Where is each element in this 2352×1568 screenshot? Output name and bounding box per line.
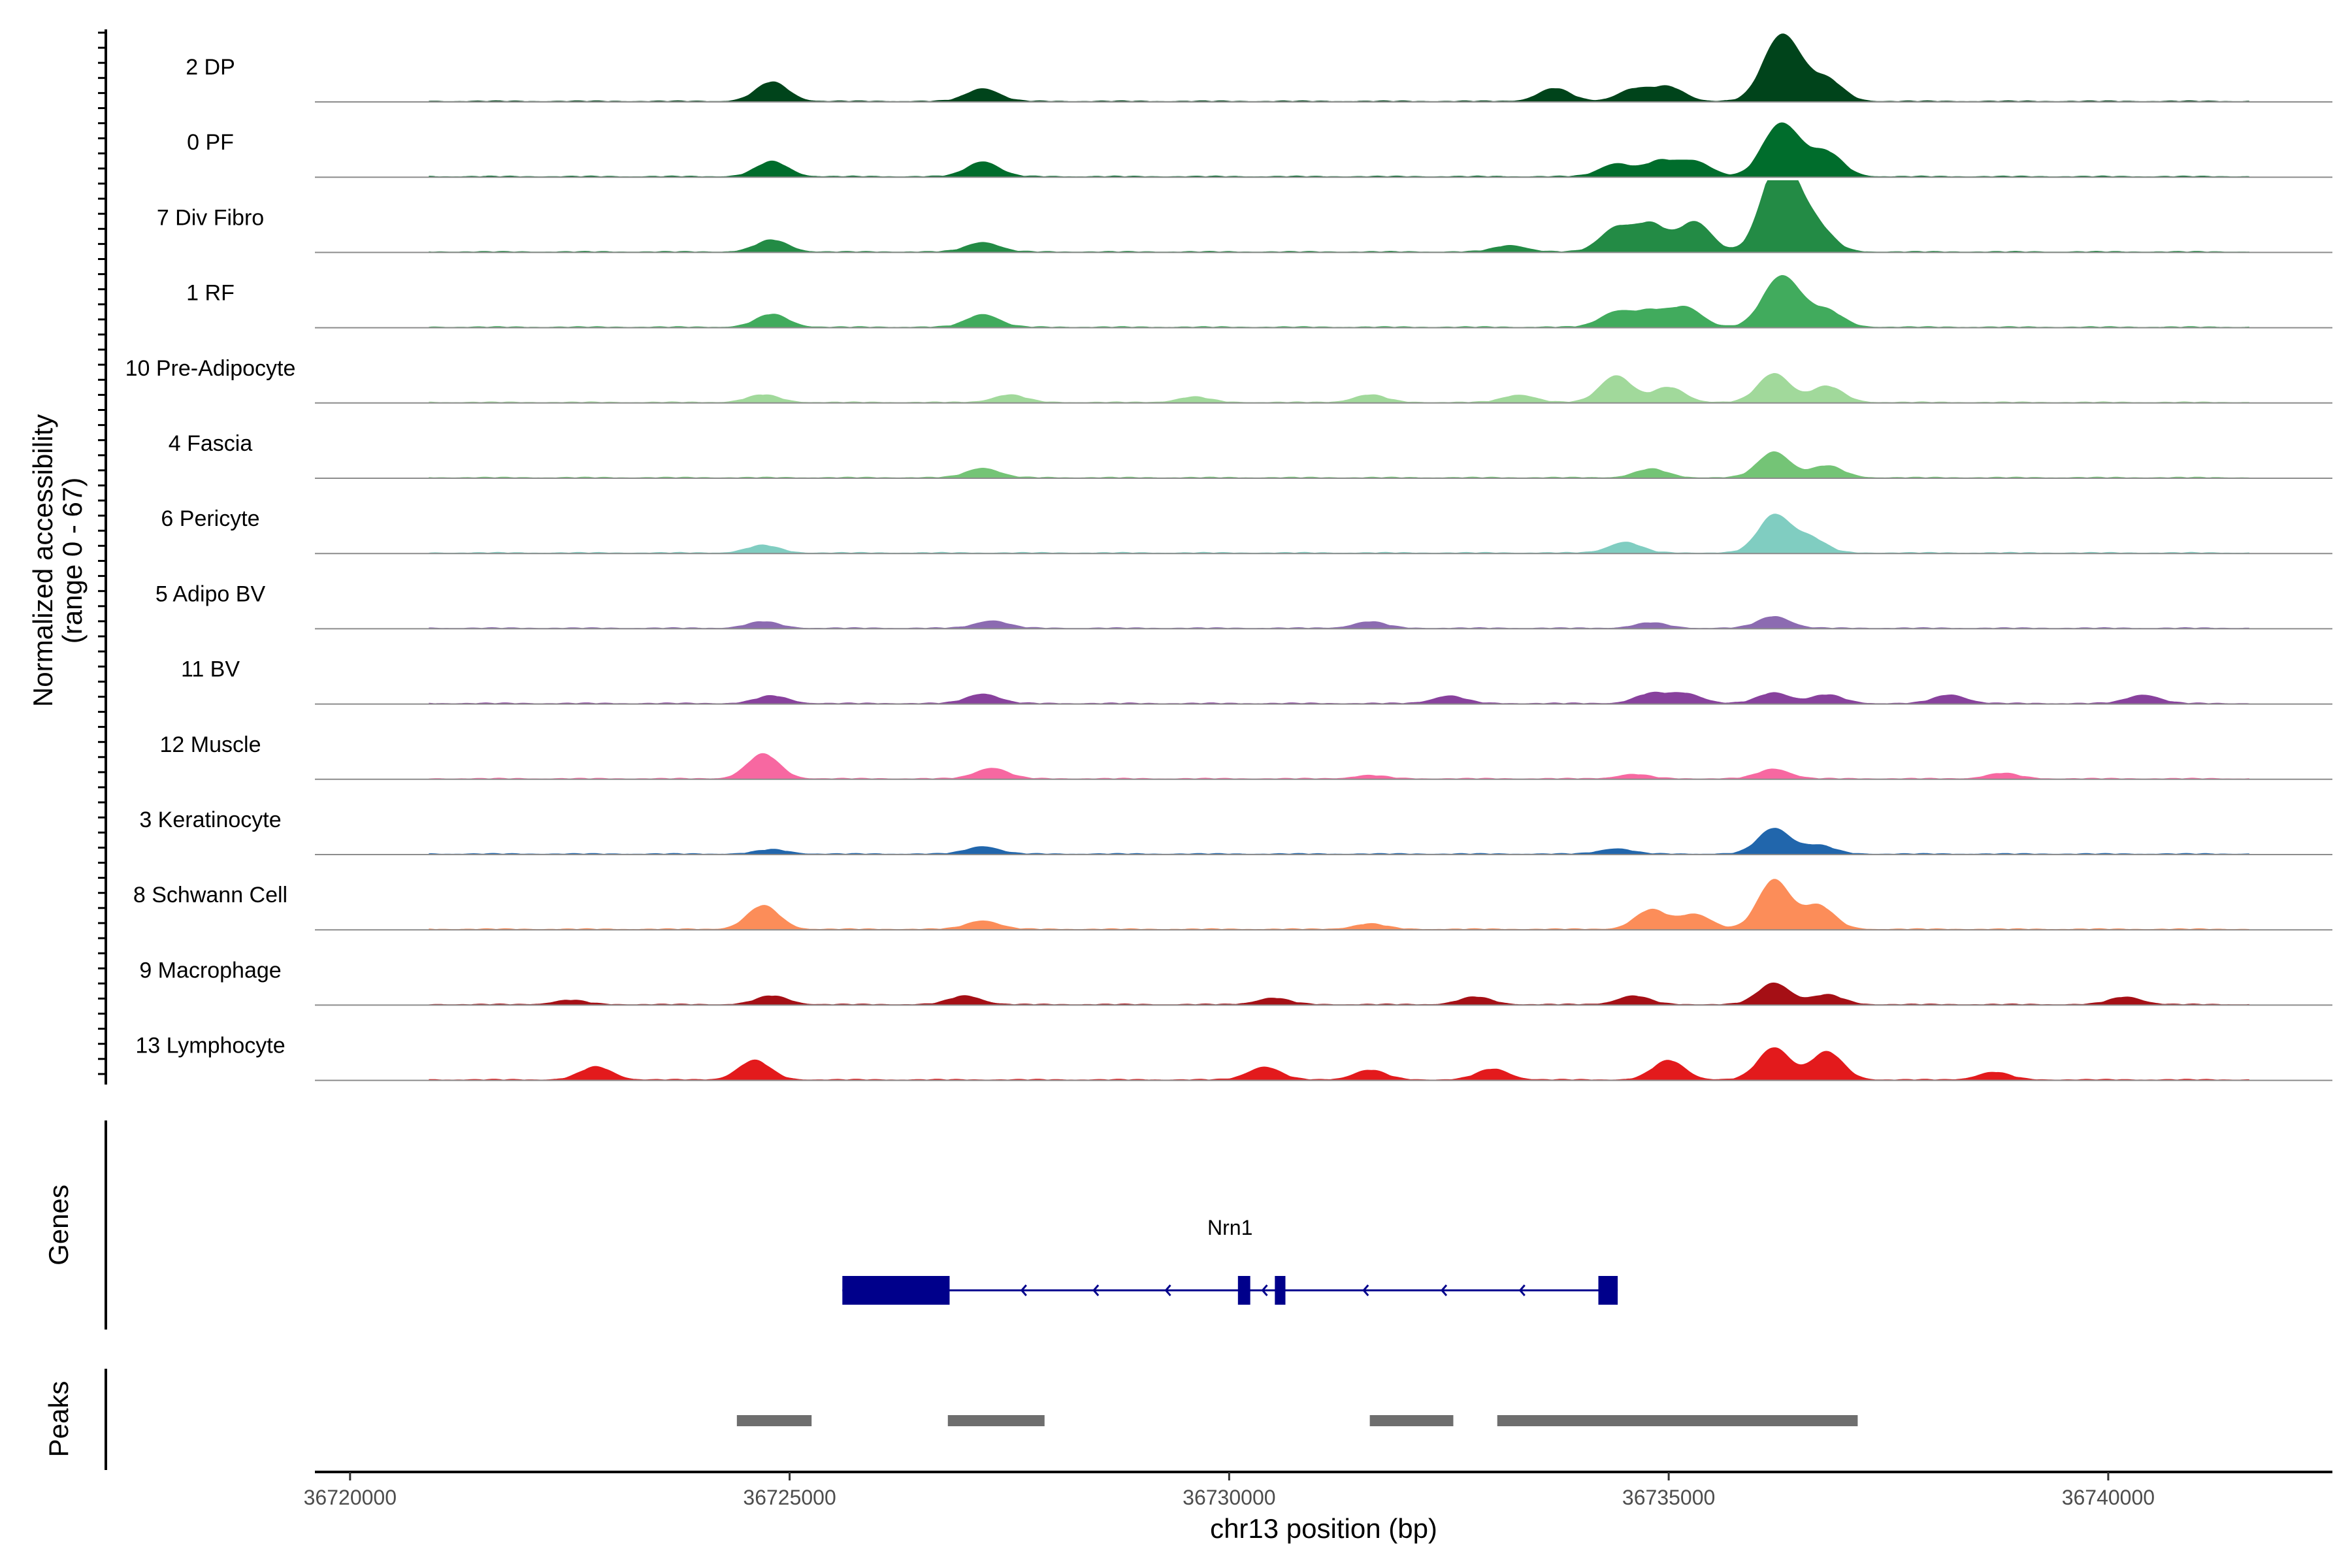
strand-arrow bbox=[1020, 1284, 1027, 1296]
coverage-area bbox=[429, 180, 2249, 253]
coverage-area bbox=[429, 274, 2249, 329]
x-tick-label: 36740000 bbox=[2062, 1486, 2155, 1509]
track-label: 3 Keratinocyte bbox=[139, 808, 281, 832]
y-axis-title: Normalized accessibility bbox=[27, 414, 58, 707]
peak-region bbox=[736, 1415, 812, 1426]
coverage-area bbox=[429, 33, 2249, 103]
gene-exon bbox=[1275, 1276, 1286, 1305]
x-tick-label: 36730000 bbox=[1183, 1486, 1275, 1509]
y-axis-range-label: (range 0 - 67) bbox=[57, 478, 88, 644]
track-label: 8 Schwann Cell bbox=[133, 883, 287, 907]
track-label: 9 Macrophage bbox=[139, 958, 281, 983]
genes-panel-title: Genes bbox=[43, 1184, 74, 1266]
track-label: 5 Adipo BV bbox=[155, 581, 266, 606]
coverage-y-ticks bbox=[98, 31, 106, 1075]
gene-exon bbox=[1598, 1276, 1618, 1305]
track-4: 1 RF bbox=[186, 274, 2332, 329]
track-2: 0 PF bbox=[187, 122, 2332, 178]
strand-arrow bbox=[1164, 1284, 1171, 1296]
track-10: 12 Muscle bbox=[160, 732, 2332, 780]
track-8: 5 Adipo BV bbox=[155, 581, 2332, 630]
peak-region bbox=[1497, 1415, 1858, 1426]
strand-arrow bbox=[1261, 1284, 1268, 1296]
peaks-panel-title: Peaks bbox=[43, 1381, 74, 1458]
track-6: 4 Fascia bbox=[169, 431, 2332, 479]
track-5: 10 Pre-Adipocyte bbox=[125, 356, 2332, 404]
x-tick-label: 36720000 bbox=[304, 1486, 397, 1509]
peaks-panel bbox=[736, 1415, 1858, 1426]
x-axis-ticks: 36720000 36725000 36730000 36735000 36740000 bbox=[304, 1472, 2155, 1509]
strand-arrow bbox=[1518, 1284, 1526, 1296]
coverage-tracks: 2 DP 0 PF 7 Div Fibro 1 RF 10 Pre-Adipocyte 4… bbox=[125, 33, 2332, 1081]
track-label: 12 Muscle bbox=[160, 732, 261, 757]
track-label: 11 BV bbox=[181, 657, 240, 682]
track-label: 7 Div Fibro bbox=[157, 205, 264, 230]
coverage-area bbox=[429, 122, 2249, 178]
track-3: 7 Div Fibro bbox=[157, 180, 2332, 253]
coverage-area bbox=[429, 691, 2249, 705]
coverage-area bbox=[429, 982, 2249, 1005]
coverage-area bbox=[429, 879, 2249, 930]
track-7: 6 Pericyte bbox=[161, 506, 2332, 555]
strand-arrow bbox=[1092, 1284, 1100, 1296]
coverage-area bbox=[429, 451, 2249, 479]
x-axis-title: chr13 position (bp) bbox=[1210, 1513, 1437, 1544]
coverage-area bbox=[429, 372, 2249, 404]
gene-exon bbox=[842, 1276, 950, 1305]
track-label: 13 Lymphocyte bbox=[135, 1034, 285, 1058]
gene-exon bbox=[1237, 1276, 1250, 1305]
coverage-area bbox=[429, 828, 2249, 855]
track-14: 13 Lymphocyte bbox=[135, 1034, 2332, 1081]
gene-Nrn1: Nrn1 bbox=[842, 1216, 1618, 1305]
x-tick-label: 36735000 bbox=[1622, 1486, 1715, 1509]
track-13: 9 Macrophage bbox=[139, 958, 2332, 1006]
coverage-area bbox=[429, 1047, 2249, 1081]
track-label: 2 DP bbox=[186, 55, 235, 80]
peak-region bbox=[947, 1415, 1045, 1426]
genes-panel: Nrn1 bbox=[842, 1216, 1618, 1305]
strand-arrow bbox=[1440, 1284, 1448, 1296]
gene-name-label: Nrn1 bbox=[1207, 1216, 1252, 1239]
peak-region bbox=[1369, 1415, 1454, 1426]
coverage-area bbox=[429, 615, 2249, 629]
track-1: 2 DP bbox=[186, 33, 2332, 103]
track-label: 6 Pericyte bbox=[161, 506, 259, 531]
track-12: 8 Schwann Cell bbox=[133, 879, 2332, 931]
track-label: 0 PF bbox=[187, 130, 234, 155]
coverage-area bbox=[429, 514, 2249, 554]
track-9: 11 BV bbox=[181, 657, 2332, 705]
x-tick-label: 36725000 bbox=[743, 1486, 836, 1509]
coverage-area bbox=[429, 753, 2249, 780]
track-label: 4 Fascia bbox=[169, 431, 253, 456]
strand-arrow bbox=[1362, 1284, 1369, 1296]
track-label: 10 Pre-Adipocyte bbox=[125, 356, 296, 381]
track-11: 3 Keratinocyte bbox=[139, 808, 2332, 855]
track-label: 1 RF bbox=[186, 281, 235, 306]
